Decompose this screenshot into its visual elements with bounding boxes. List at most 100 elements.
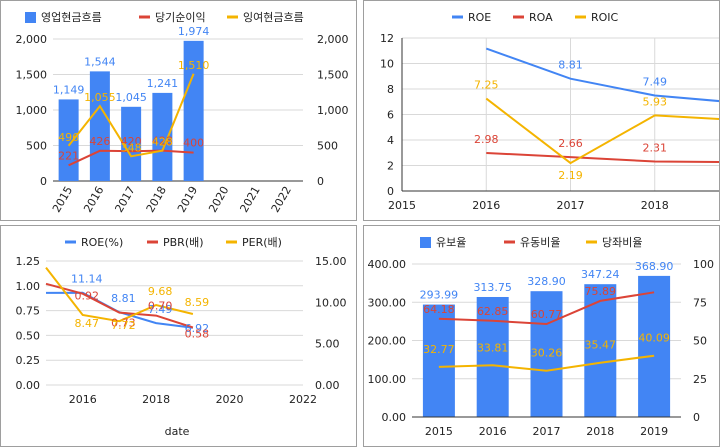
y2-tick-label: 50 [693, 335, 707, 348]
data-label: 7.49 [643, 76, 668, 89]
bar [121, 106, 142, 181]
y2-tick-label: 500 [317, 140, 338, 153]
y-tick-label: 0 [40, 175, 47, 188]
y-tick-label: 1.25 [16, 255, 41, 268]
x-tick-label: 2019 [175, 184, 200, 215]
bar [183, 40, 204, 181]
series-line-roa [486, 152, 719, 164]
bar [152, 92, 173, 181]
y2-tick-label: 10.00 [315, 296, 347, 309]
data-label: 293.99 [420, 289, 459, 302]
bar [89, 71, 110, 181]
x-tick-label: 2015 [388, 199, 416, 212]
legend-label: 당기순이익 [155, 11, 206, 24]
x-tick-label: 2022 [289, 393, 317, 406]
series-line-net-income [68, 149, 194, 167]
cashflow-chart-panel: 0 0 500 500 1,000 1,000 1,500 1,500 2,000 2,000 20… [0, 0, 357, 221]
x-tick-label: 2017 [112, 184, 137, 215]
x-tick-label: 2015 [425, 425, 453, 438]
y-tick-label: 500 [26, 140, 47, 153]
series-line-quick-ratio [438, 354, 655, 372]
bar [530, 291, 563, 417]
y2-tick-label: 1,000 [317, 104, 349, 117]
series-line-1 [45, 282, 194, 329]
y-tick-label: 0 [387, 185, 394, 198]
series-line-roe [485, 47, 719, 103]
data-label: 1,510 [178, 59, 210, 72]
x-tick-label: 2022 [269, 184, 294, 215]
data-label: 8.81 [111, 292, 136, 305]
x-tick-label: 2017 [557, 199, 585, 212]
data-label: 75.89 [585, 285, 617, 298]
data-label: 7.72 [111, 319, 136, 332]
stability-chart-panel: 0.00 100.00 200.00 300.00 400.00 0 25 50 75 100 20… [363, 225, 720, 447]
data-label: 420 [121, 135, 142, 148]
data-label: 8.47 [74, 317, 99, 330]
data-label: 8.59 [185, 296, 210, 309]
y-tick-label: 1,500 [16, 69, 48, 82]
legend-label: 당좌비율 [602, 236, 642, 249]
bar [638, 275, 671, 417]
x-tick-label: 2018 [142, 393, 170, 406]
y-tick-label: 0.00 [16, 379, 41, 392]
y-tick-label: 0.25 [16, 354, 41, 367]
y-tick-label: 12 [380, 32, 394, 45]
y2-tick-label: 2,000 [317, 33, 349, 46]
legend-label: ROIC [591, 11, 619, 24]
y2-tick-label: 100 [693, 258, 714, 271]
legend-label: PBR(배) [163, 236, 204, 249]
legend-label: 잉여현금흐름 [243, 11, 304, 24]
x-tick-label: 2016 [69, 393, 97, 406]
data-label: 32.77 [423, 343, 455, 356]
y-tick-label: 0.00 [382, 411, 407, 424]
data-label: 30.26 [531, 347, 563, 360]
data-label: 400 [183, 137, 204, 150]
x-tick-label: 2016 [479, 425, 507, 438]
legend-swatch-0 [25, 12, 36, 23]
data-label: 1,544 [84, 55, 116, 68]
series-line-free-cash-flow [67, 73, 195, 158]
data-label: 428 [152, 135, 173, 148]
x-tick-label: 2015 [50, 184, 75, 215]
y-tick-label: 6 [387, 109, 394, 122]
y2-tick-label: 75 [693, 296, 707, 309]
data-label: 2.31 [643, 142, 668, 155]
y2-tick-label: 5.00 [315, 338, 340, 351]
data-label: 347.24 [581, 268, 620, 281]
data-label: 2.19 [558, 169, 583, 182]
x-axis-title: date [165, 425, 190, 438]
legend-swatch-0 [420, 237, 431, 248]
legend-label: 영업현금흐름 [41, 11, 102, 24]
valuation-chart: 0.00 0.25 0.50 0.75 1.00 1.25 0.00 5.00 10.00 15.… [16, 236, 347, 438]
x-tick-label: 2018 [586, 425, 614, 438]
data-label: 1,149 [53, 83, 85, 96]
legend-label: PER(배) [242, 236, 282, 249]
y2-tick-label: 1,500 [317, 69, 349, 82]
y-tick-label: 300.00 [368, 296, 407, 309]
y-tick-label: 2 [387, 160, 394, 173]
y-tick-label: 8 [387, 83, 394, 96]
data-label: 9.68 [148, 285, 173, 298]
x-tick-label: 2021 [237, 184, 262, 215]
data-label: 7.25 [474, 79, 499, 92]
data-label: 0.70 [148, 300, 173, 313]
data-label: 35.47 [585, 339, 617, 352]
legend-label: ROE [468, 11, 491, 24]
stability-chart: 0.00 100.00 200.00 300.00 400.00 0 25 50 75 100 20… [368, 236, 715, 438]
data-label: 11.14 [71, 273, 103, 286]
data-label: 62.85 [477, 305, 509, 318]
data-label: 6.92 [185, 322, 210, 335]
data-label: 313.75 [473, 281, 512, 294]
y-tick-label: 100.00 [368, 373, 407, 386]
data-label: 5.93 [643, 95, 668, 108]
data-label: 0.92 [74, 290, 99, 303]
data-label: 0.73 [111, 317, 136, 330]
legend-label: ROA [529, 11, 553, 24]
data-label: 428 [152, 136, 173, 149]
data-label: 1,045 [115, 91, 147, 104]
bar [422, 304, 455, 417]
y2-tick-label: 25 [693, 373, 707, 386]
x-tick-label: 2020 [216, 393, 244, 406]
data-label: 7.49 [148, 303, 173, 316]
profitability-chart-panel: 02468101220152016201720188.817.496.922.9… [363, 0, 720, 221]
